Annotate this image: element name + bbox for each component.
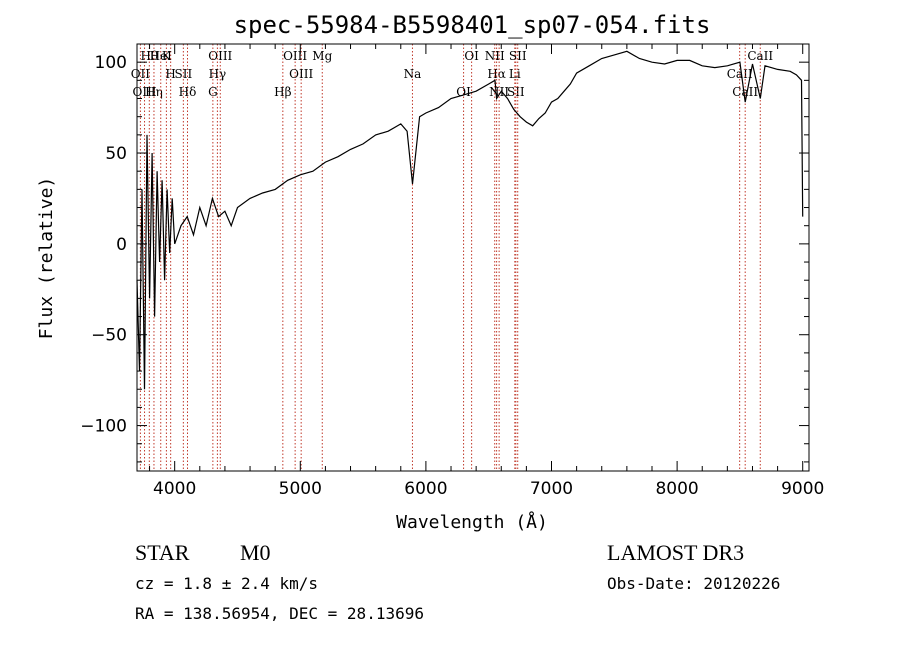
y-axis-label: Flux (relative) <box>36 177 57 340</box>
marker-label: SII <box>507 85 525 99</box>
marker-label: HeI <box>150 49 173 63</box>
x-tick-label: 7000 <box>530 479 573 499</box>
y-tick-label: 50 <box>105 144 127 164</box>
x-tick-label: 5000 <box>279 479 322 499</box>
marker-label: CaII <box>732 85 758 99</box>
marker-label: OIII <box>283 49 307 63</box>
marker-label: G <box>208 85 218 99</box>
x-tick-label: 9000 <box>781 479 824 499</box>
marker-label: K <box>162 49 172 63</box>
marker-label: SII <box>509 49 527 63</box>
marker-label: Mg <box>312 49 332 63</box>
line-markers: HθOIIOIIIKHHηHeISIIHδOIIIHγGOIIIOIIIHβMg… <box>131 44 773 471</box>
object-class: STAR <box>135 540 190 565</box>
marker-label: Hη <box>145 85 163 99</box>
marker-label: Hδ <box>179 85 197 99</box>
marker-label: CaII <box>727 67 753 81</box>
marker-label: OIII <box>208 49 232 63</box>
marker-label: Na <box>404 67 422 81</box>
marker-label: Hβ <box>274 85 291 99</box>
object-subclass: M0 <box>240 540 271 565</box>
x-axis-label: Wavelength (Å) <box>396 511 548 533</box>
marker-label: SII <box>174 67 192 81</box>
y-tick-label: −50 <box>91 326 127 346</box>
marker-label: OIII <box>289 67 313 81</box>
coordinates: RA = 138.56954, DEC = 28.13696 <box>135 604 424 623</box>
marker-label: OIII <box>133 85 157 99</box>
marker-label: OII <box>131 67 151 81</box>
x-tick-label: 4000 <box>153 479 196 499</box>
marker-label: Hγ <box>209 67 227 81</box>
marker-label: NII <box>485 49 505 63</box>
marker-label: H <box>165 67 175 81</box>
survey-name: LAMOST DR3 <box>607 540 744 565</box>
y-tick-label: 0 <box>116 235 127 255</box>
marker-label: CaII <box>747 49 773 63</box>
marker-label: Li <box>509 67 521 81</box>
redshift-cz: cz = 1.8 ± 2.4 km/s <box>135 574 318 593</box>
x-tick-label: 8000 <box>655 479 698 499</box>
x-axis: 4000 5000 6000 7000 8000 9000 <box>149 44 824 499</box>
marker-label: Hα <box>487 67 506 81</box>
obs-date: Obs-Date: 20120226 <box>607 574 780 593</box>
y-tick-label: −100 <box>80 417 127 437</box>
x-tick-label: 6000 <box>404 479 447 499</box>
plot-frame <box>136 43 810 472</box>
y-axis: −100 −50 0 50 100 <box>80 43 809 463</box>
y-tick-label: 100 <box>95 53 127 73</box>
marker-label: OI <box>464 49 479 63</box>
flux-series-line <box>136 50 804 390</box>
chart-title: spec-55984-B5598401_sp07-054.fits <box>234 11 711 39</box>
